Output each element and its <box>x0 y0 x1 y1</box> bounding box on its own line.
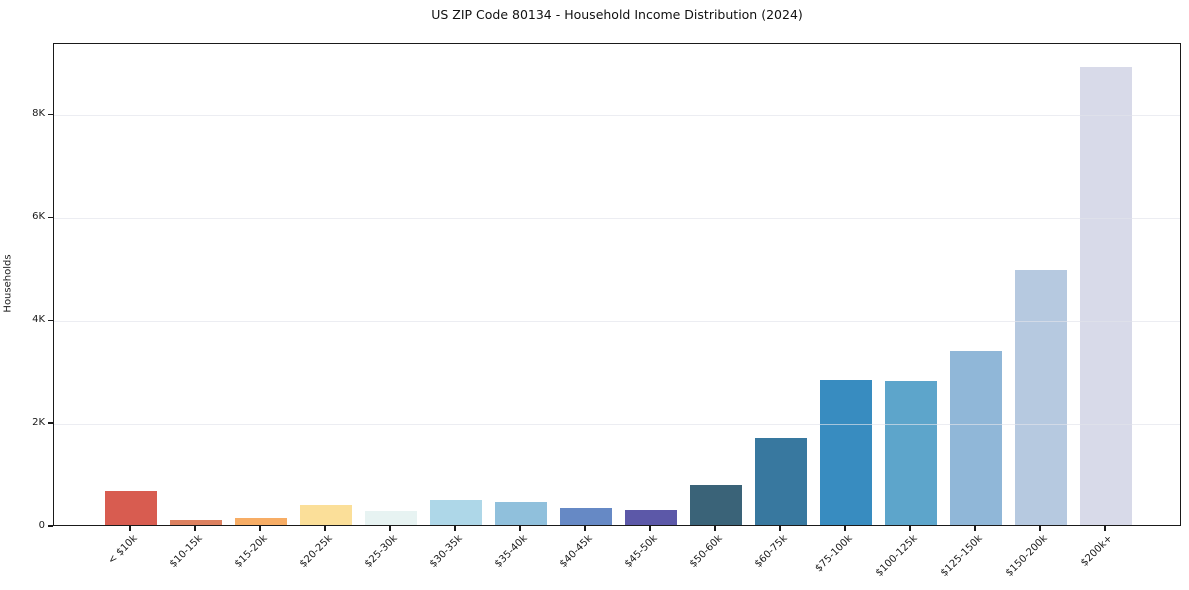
bar <box>430 500 482 525</box>
x-tick-mark <box>454 526 456 531</box>
y-tick-mark <box>48 422 53 424</box>
gridline <box>54 217 1180 219</box>
x-tick-mark <box>974 526 976 531</box>
bar <box>625 509 677 525</box>
plot-area <box>53 43 1181 526</box>
y-tick-mark <box>48 216 53 219</box>
bar <box>885 380 937 525</box>
x-tick-mark <box>649 526 651 531</box>
gridline <box>54 320 1180 322</box>
bar <box>1080 67 1132 525</box>
bar <box>495 502 547 525</box>
bar <box>755 438 807 525</box>
x-tick-mark <box>194 526 196 531</box>
bar <box>690 484 742 525</box>
bar <box>105 491 157 525</box>
x-tick-mark <box>909 526 911 531</box>
y-tick-mark <box>48 525 53 527</box>
gridline <box>54 423 1180 425</box>
gridline <box>54 114 1180 116</box>
bar <box>365 511 417 525</box>
bar <box>170 520 222 525</box>
bar <box>950 351 1002 525</box>
x-tick-mark <box>779 526 781 531</box>
x-tick-mark <box>1104 526 1106 531</box>
x-tick-mark <box>844 526 846 531</box>
x-tick-mark <box>714 526 716 531</box>
y-tick-label: 6K <box>32 211 45 223</box>
x-tick-mark <box>584 526 586 531</box>
x-tick-mark <box>259 526 261 531</box>
x-tick-mark <box>129 526 131 531</box>
bar <box>560 507 612 525</box>
y-tick-label: 8K <box>32 108 45 120</box>
bar <box>300 505 352 525</box>
bar <box>1015 269 1067 525</box>
x-tick-mark <box>389 526 391 531</box>
y-tick-mark <box>48 319 53 321</box>
x-tick-mark <box>324 526 326 531</box>
bar <box>820 380 872 525</box>
chart-title: US ZIP Code 80134 - Household Income Dis… <box>431 7 803 22</box>
x-tick-mark <box>1039 526 1041 531</box>
y-tick-label: 4K <box>32 314 45 326</box>
x-tick-label: < $10k <box>106 533 140 567</box>
y-tick-label: 0 <box>38 520 45 531</box>
y-tick-label: 2K <box>32 417 45 429</box>
bar <box>235 517 287 525</box>
y-tick-mark <box>48 113 53 116</box>
y-axis-label: Households <box>2 254 14 313</box>
x-tick-mark <box>519 526 521 531</box>
